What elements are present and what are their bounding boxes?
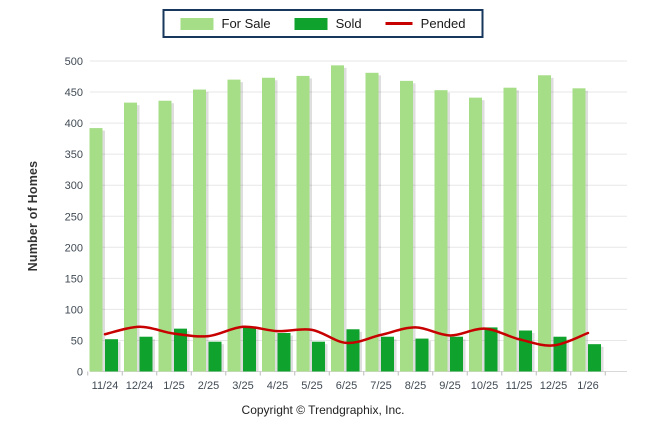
x-tick-label: 12/24 [126, 380, 154, 392]
sold-swatch-icon [294, 17, 328, 30]
x-tick-label: 9/25 [439, 380, 460, 392]
bar-for-sale [331, 65, 344, 372]
chart-legend: For Sale Sold Pended [162, 9, 484, 38]
x-tick-label: 3/25 [232, 380, 253, 392]
y-tick-label: 350 [65, 149, 83, 161]
legend-item-pended: Pended [385, 16, 466, 31]
x-tick-label: 7/25 [370, 380, 391, 392]
x-tick-label: 6/25 [336, 380, 357, 392]
x-tick-label: 1/26 [577, 380, 598, 392]
bar-for-sale [296, 75, 310, 372]
bar-sold [484, 327, 498, 372]
bar-sold [519, 330, 532, 372]
bar-for-sale [434, 90, 448, 372]
bar-sold [312, 341, 325, 372]
x-tick-label: 8/25 [405, 380, 426, 392]
bar-sold [277, 332, 291, 372]
bar-for-sale [538, 75, 551, 372]
chart-plot-area: 0 50 100 150 200 250 300 350 400 450 500 11/24 12/24… [65, 56, 627, 392]
bar-sold [208, 341, 222, 372]
legend-label-sold: Sold [335, 16, 362, 31]
x-tick-label: 2/25 [198, 380, 219, 392]
x-tick-label: 5/25 [301, 380, 322, 392]
bar-for-sale [503, 87, 517, 372]
y-tick-label: 150 [65, 273, 83, 285]
legend-item-for-sale: For Sale [180, 16, 271, 31]
y-tick-label: 450 [65, 87, 83, 99]
x-tick-label: 1/25 [163, 380, 184, 392]
copyright-text: Copyright © Trendgraphix, Inc. [241, 403, 405, 417]
y-tick-label: 250 [65, 211, 83, 223]
legend-label-pended: Pended [420, 16, 466, 31]
bar-for-sale [262, 77, 275, 372]
y-tick-label: 500 [65, 56, 83, 68]
y-tick-label: 200 [65, 242, 83, 254]
bar-for-sale [89, 128, 103, 372]
bar-for-sale [124, 102, 137, 372]
bar-sold [381, 336, 394, 372]
y-tick-label: 0 [77, 367, 83, 379]
x-tick-label: 10/25 [471, 380, 499, 392]
bar-for-sale [158, 100, 172, 372]
legend-item-sold: Sold [294, 16, 362, 31]
bar-for-sale [400, 80, 413, 372]
x-tick-label: 11/25 [506, 380, 533, 392]
bar-sold [346, 329, 360, 372]
bar-for-sale [227, 79, 241, 372]
legend-label-for-sale: For Sale [221, 16, 271, 31]
y-tick-label: 400 [65, 118, 83, 130]
bar-for-sale [193, 89, 206, 372]
bar-for-sale [572, 88, 586, 372]
bar-sold [243, 327, 256, 372]
bar-sold [139, 336, 153, 372]
bar-sold [588, 344, 601, 372]
x-tick-label: 4/25 [267, 380, 288, 392]
x-tick-label: 12/25 [540, 380, 568, 392]
pended-line-swatch-icon [385, 22, 413, 25]
bar-sold [450, 336, 463, 372]
bar-for-sale [469, 97, 482, 372]
for-sale-swatch-icon [180, 17, 214, 30]
bar-sold [105, 339, 118, 372]
y-tick-label: 100 [65, 304, 83, 316]
pended-line [103, 325, 590, 347]
bar-sold [415, 338, 429, 372]
bar-for-sale [365, 72, 379, 372]
y-tick-label: 50 [71, 335, 83, 347]
x-tick-label: 11/24 [92, 380, 119, 392]
y-tick-label: 300 [65, 180, 83, 192]
bar-sold [174, 328, 187, 372]
